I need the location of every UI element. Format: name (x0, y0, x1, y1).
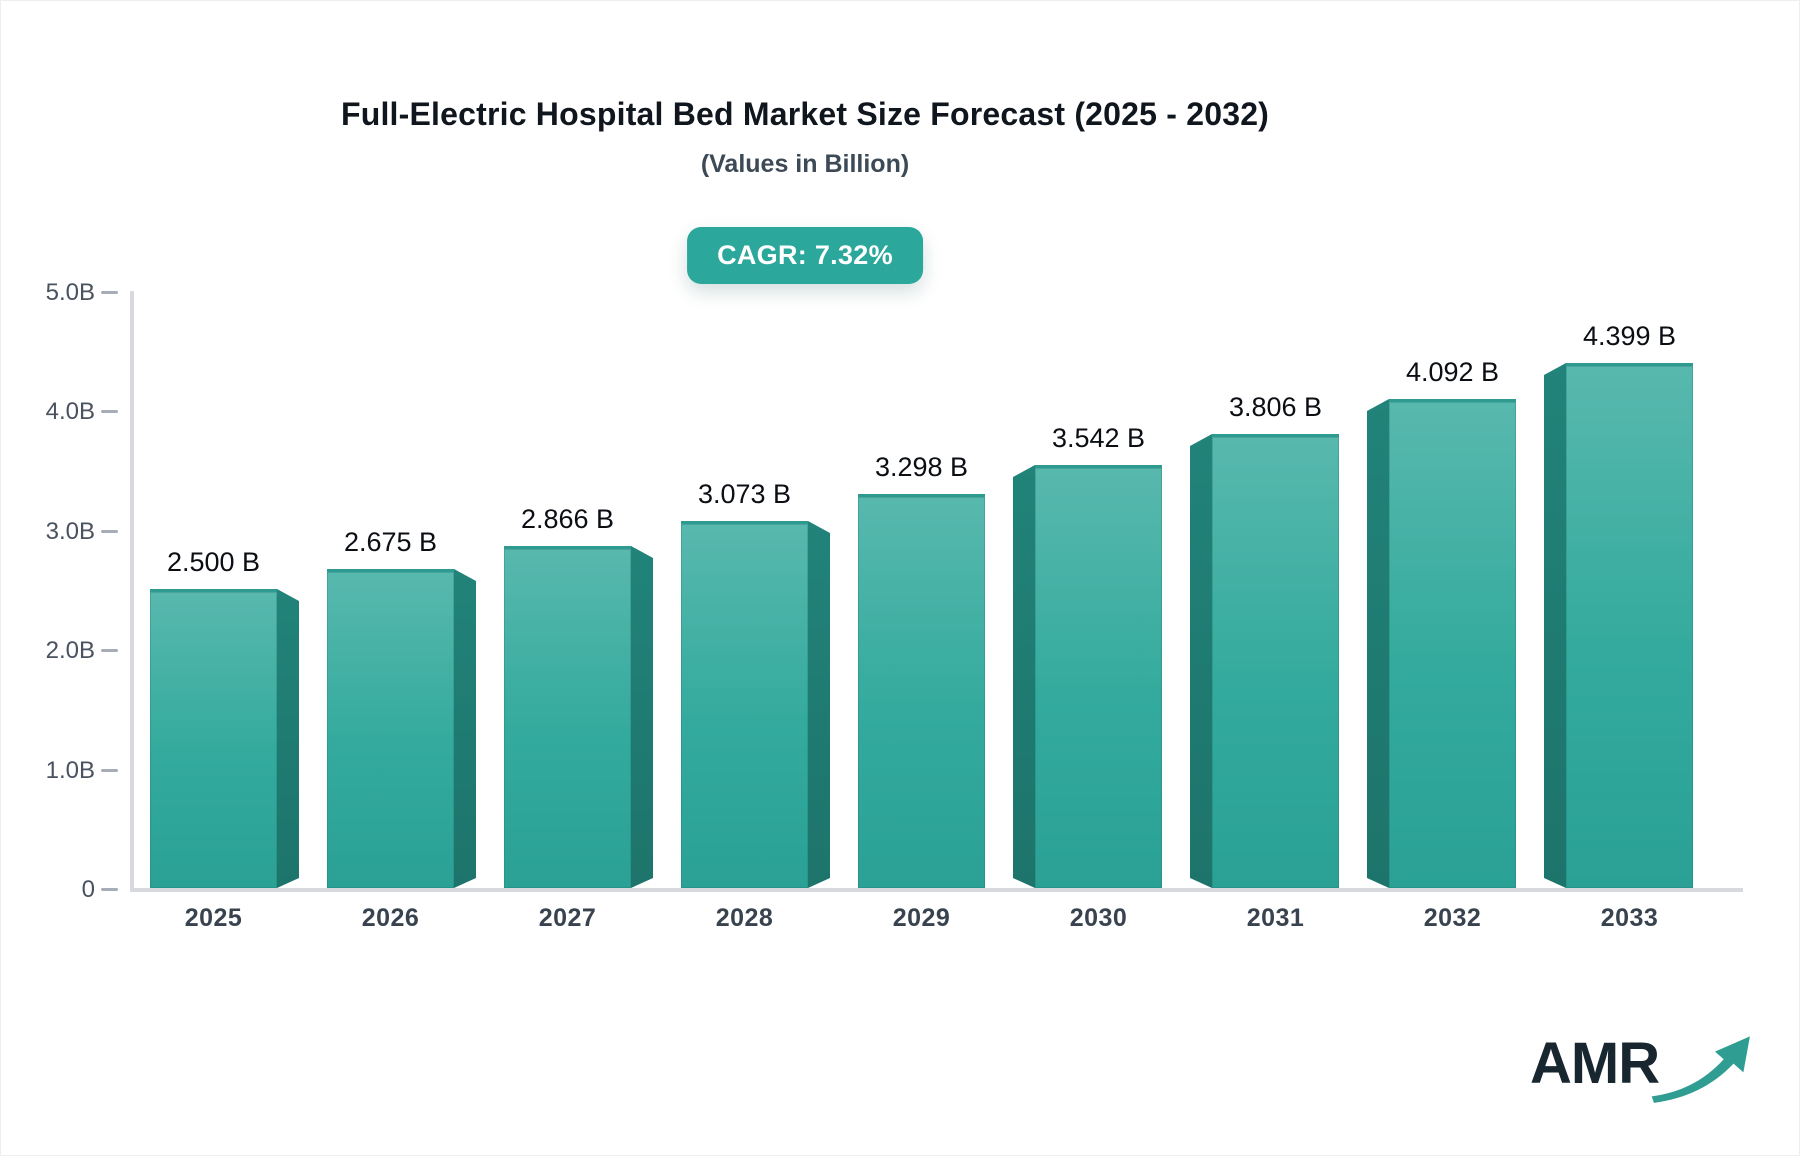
x-tick-label: 2032 (1423, 904, 1482, 932)
x-tick-label: 2030 (1069, 904, 1128, 932)
y-tick-label: 1.0B (45, 756, 95, 784)
x-tick-label: 2025 (184, 904, 243, 932)
bar-side (631, 546, 653, 888)
y-tick-label: 3.0B (45, 517, 95, 545)
chart-subtitle: (Values in Billion) (700, 150, 910, 178)
bar (1566, 363, 1693, 888)
bar-value-label: 3.073 B (697, 479, 792, 509)
y-axis-line (130, 291, 134, 892)
bar-value-label: 3.542 B (1051, 423, 1146, 453)
cagr-badge: CAGR: 7.32% (687, 227, 923, 284)
bar-side (1544, 363, 1566, 888)
x-tick-label: 2026 (361, 904, 420, 932)
bar-value-label: 3.806 B (1228, 392, 1323, 422)
x-axis-line (130, 888, 1743, 892)
bar (1035, 465, 1162, 888)
bar (150, 589, 277, 888)
bar-value-label: 4.399 B (1582, 321, 1677, 351)
y-tick-dash (101, 410, 118, 414)
bar-value-label: 3.298 B (874, 452, 969, 482)
bar-value-label: 2.866 B (520, 504, 615, 534)
y-tick-dash (101, 291, 118, 294)
bar-side (1367, 399, 1389, 888)
y-tick-dash (101, 649, 118, 653)
logo-text: AMR (1530, 1031, 1660, 1096)
y-tick-dash (101, 768, 118, 772)
bar (1212, 434, 1339, 888)
bar-side (808, 521, 830, 888)
bar-side (277, 589, 299, 888)
chart-title: Full-Electric Hospital Bed Market Size F… (340, 96, 1270, 132)
growth-arrow-icon (1651, 1036, 1750, 1103)
bar (858, 494, 985, 888)
y-tick-label: 0 (81, 876, 95, 903)
y-tick-dash (101, 888, 118, 891)
bar (681, 521, 808, 888)
y-tick-label: 5.0B (45, 279, 95, 306)
bar-side (1013, 465, 1035, 888)
bar (504, 546, 631, 888)
y-tick-label: 4.0B (45, 398, 95, 426)
bar-value-label: 4.092 B (1405, 357, 1500, 387)
bar-value-label: 2.500 B (166, 547, 261, 577)
x-tick-label: 2033 (1600, 904, 1659, 932)
x-tick-label: 2029 (892, 904, 951, 932)
x-tick-label: 2031 (1246, 904, 1305, 932)
y-tick-dash (101, 529, 118, 533)
bar (327, 569, 454, 888)
bar-side (454, 569, 476, 888)
bar-value-label: 2.675 B (343, 527, 438, 557)
x-tick-label: 2028 (715, 904, 774, 932)
bar-side (1190, 434, 1212, 888)
brand-logo: AMR (1530, 1030, 1760, 1110)
x-tick-label: 2027 (538, 904, 597, 932)
y-tick-label: 2.0B (45, 637, 95, 665)
bar (1389, 399, 1516, 888)
